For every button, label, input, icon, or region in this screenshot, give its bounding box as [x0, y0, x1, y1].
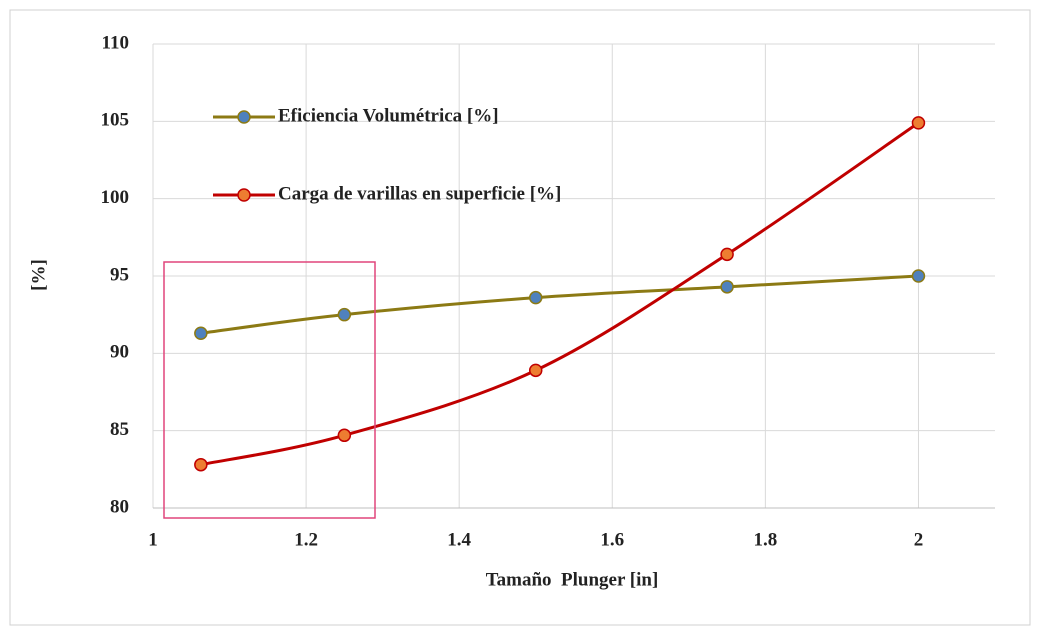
x-tick-label: 1.4	[447, 529, 471, 550]
legend-label: Eficiencia Volumétrica [%]	[278, 105, 499, 126]
data-point	[337, 428, 352, 443]
legend-label: Carga de varillas en superficie [%]	[278, 183, 561, 204]
data-point	[528, 290, 543, 305]
chart-frame	[9, 9, 1031, 626]
legend-marker	[237, 110, 251, 124]
legend-marker	[237, 188, 251, 202]
x-tick-label: 2	[914, 529, 924, 550]
data-point	[720, 247, 734, 262]
data-point	[337, 307, 352, 322]
data-point	[911, 269, 926, 283]
data-point	[911, 116, 926, 130]
data-point	[528, 363, 543, 378]
x-tick-label: 1.8	[753, 529, 777, 550]
x-tick-label: 1	[148, 529, 158, 550]
x-axis-label: Tamaño Plunger [in]	[486, 569, 659, 590]
series-line	[200, 121, 920, 467]
y-tick-label: 95	[110, 264, 129, 285]
highlight-box	[163, 261, 376, 519]
y-tick-label: 100	[101, 187, 130, 208]
y-tick-label: 90	[110, 342, 129, 363]
y-tick-label: 105	[101, 110, 130, 131]
y-axis-label: [%]	[28, 259, 49, 291]
data-point	[194, 326, 208, 340]
y-tick-label: 80	[110, 496, 129, 517]
data-point	[720, 280, 734, 294]
x-tick-label: 1.2	[294, 529, 318, 550]
data-point	[194, 457, 208, 472]
y-tick-label: 110	[102, 32, 129, 53]
y-tick-label: 85	[110, 419, 129, 440]
x-tick-label: 1.6	[600, 529, 624, 550]
